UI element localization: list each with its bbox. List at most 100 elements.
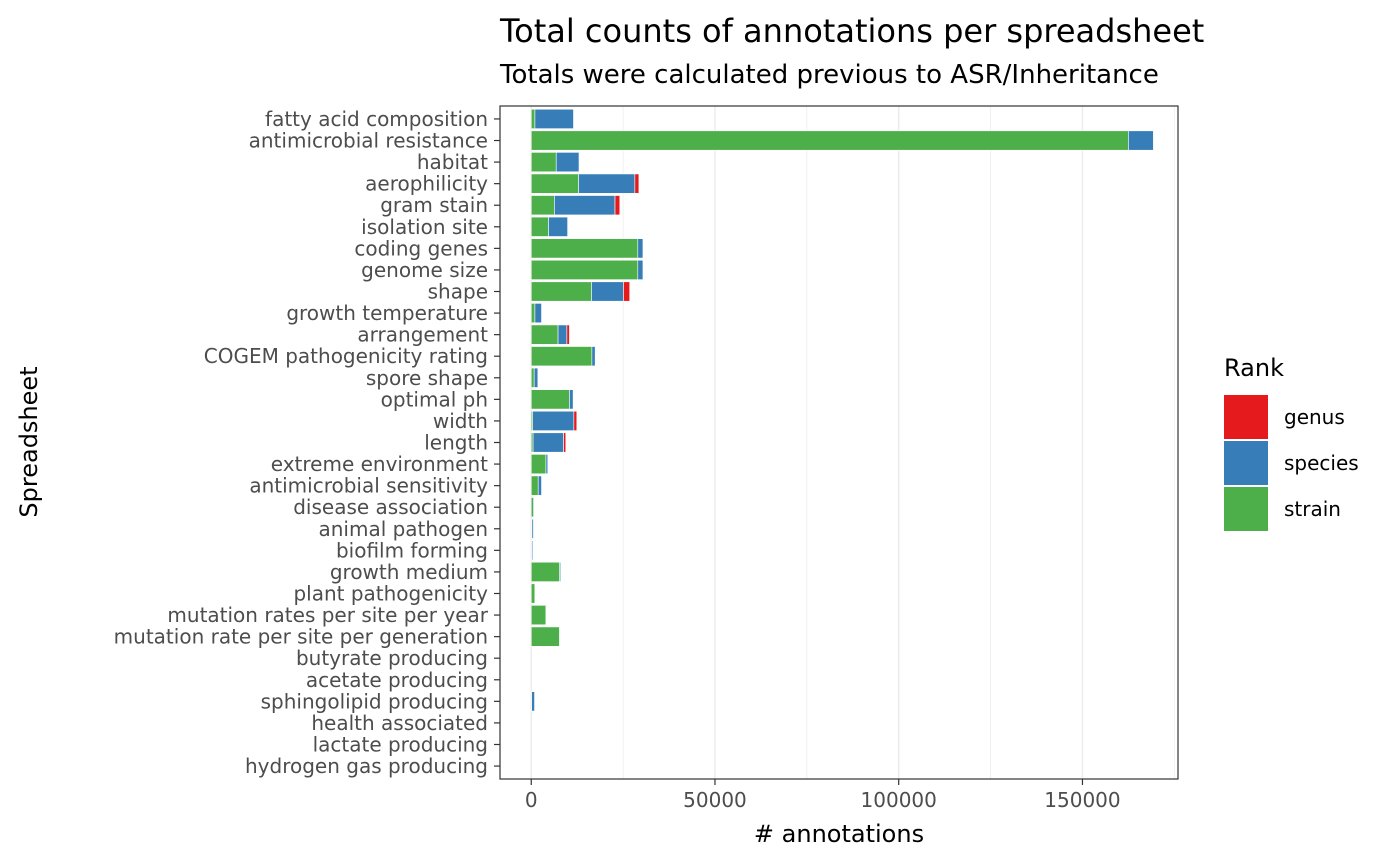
- bar-strain: [530, 605, 547, 626]
- y-tick-label: width: [433, 409, 488, 433]
- legend: Rank genus species strain: [1224, 354, 1359, 531]
- y-tick-label: isolation site: [361, 215, 488, 239]
- chart-subtitle: Totals were calculated previous to ASR/I…: [499, 60, 1159, 90]
- legend-label-genus: genus: [1284, 405, 1345, 429]
- bar-species: [545, 454, 549, 475]
- y-tick-label: biofilm forming: [336, 538, 488, 562]
- bar-species: [531, 518, 534, 539]
- bar-strain: [530, 389, 570, 410]
- y-tick-label: extreme environment: [271, 452, 488, 476]
- bar-species: [559, 561, 561, 582]
- y-tick-label: optimal ph: [381, 387, 488, 411]
- bars: [530, 108, 1154, 712]
- bar-strain: [530, 626, 560, 647]
- x-tick-label: 0: [525, 788, 538, 812]
- bar-strain: [530, 130, 1129, 151]
- y-tick-label: antimicrobial sensitivity: [249, 474, 488, 498]
- bar-species: [545, 605, 547, 626]
- y-tick-label: lactate producing: [313, 732, 488, 756]
- bar-species: [548, 216, 568, 237]
- bar-strain: [530, 454, 547, 475]
- bar-strain: [530, 152, 557, 173]
- bar-strain: [530, 324, 559, 345]
- y-tick-label: butyrate producing: [296, 646, 488, 670]
- y-tick-label: gram stain: [380, 193, 488, 217]
- y-tick-label: acetate producing: [306, 668, 488, 692]
- bar-genus: [566, 324, 570, 345]
- y-axis-title: Spreadsheet: [15, 366, 43, 517]
- bar-strain: [530, 367, 535, 388]
- bar-species: [557, 324, 568, 345]
- legend-key-species: [1224, 441, 1268, 485]
- bar-species: [559, 626, 561, 647]
- y-tick-label: mutation rates per site per year: [167, 603, 488, 627]
- bar-strain: [530, 303, 536, 324]
- legend-key-genus: [1224, 395, 1268, 439]
- bar-species: [637, 238, 644, 259]
- bar-genus: [623, 281, 631, 302]
- y-tick-label: coding genes: [354, 236, 488, 260]
- bar-species: [1128, 130, 1154, 151]
- bar-strain: [530, 216, 549, 237]
- bar-species: [533, 497, 535, 518]
- bar-species: [569, 389, 574, 410]
- legend-label-species: species: [1284, 451, 1359, 475]
- bar-species: [533, 367, 539, 388]
- bar-species: [537, 475, 542, 496]
- bar-strain: [530, 561, 560, 582]
- y-tick-label: mutation rate per site per generation: [114, 625, 488, 649]
- y-tick-label: arrangement: [357, 323, 488, 347]
- bar-species: [534, 303, 542, 324]
- plot-background: [500, 106, 1178, 779]
- bar-genus: [573, 410, 578, 431]
- y-tick-label: growth medium: [330, 560, 488, 584]
- y-tick-label: antimicrobial resistance: [249, 129, 488, 153]
- plot-area: [500, 106, 1178, 779]
- y-tick-label: genome size: [361, 258, 488, 282]
- bar-strain: [530, 259, 639, 280]
- bar-species: [591, 346, 596, 367]
- y-tick-label: shape: [428, 280, 488, 304]
- y-tick-label: disease association: [293, 495, 488, 519]
- x-tick-label: 100000: [861, 788, 937, 812]
- bar-species: [555, 152, 580, 173]
- y-tick-label: animal pathogen: [318, 517, 488, 541]
- y-tick-label: sphingolipid producing: [261, 689, 488, 713]
- y-tick-label: aerophilicity: [365, 172, 488, 196]
- bar-species: [554, 195, 616, 216]
- bar-species: [578, 173, 636, 194]
- legend-key-strain: [1224, 487, 1268, 531]
- bar-strain: [530, 173, 579, 194]
- y-tick-label: habitat: [417, 150, 488, 174]
- bar-genus: [634, 173, 640, 194]
- x-tick-label: 150000: [1044, 788, 1120, 812]
- bar-strain: [530, 346, 593, 367]
- bar-strain: [530, 475, 539, 496]
- y-tick-label: fatty acid composition: [265, 107, 488, 131]
- bar-species: [534, 583, 536, 604]
- y-tick-label: plant pathogenicity: [293, 581, 488, 605]
- y-tick-label: health associated: [311, 711, 488, 735]
- bar-strain: [530, 108, 536, 129]
- bar-genus: [614, 195, 621, 216]
- y-tick-label: hydrogen gas producing: [245, 754, 488, 778]
- y-tick-label: length: [424, 431, 488, 455]
- bar-strain: [530, 238, 639, 259]
- bar-strain: [530, 583, 536, 604]
- bar-strain: [530, 195, 555, 216]
- y-tick-label: COGEM pathogenicity rating: [204, 344, 488, 368]
- legend-label-strain: strain: [1284, 497, 1341, 521]
- bar-species: [532, 432, 564, 453]
- bar-species: [534, 108, 574, 129]
- bar-strain: [530, 497, 534, 518]
- bar-strain: [530, 281, 592, 302]
- x-tick-label: 50000: [683, 788, 747, 812]
- bar-species: [531, 691, 535, 712]
- y-tick-label: spore shape: [366, 366, 488, 390]
- x-axis-ticks: 0 50000 100000 150000: [525, 779, 1121, 812]
- bar-species: [532, 410, 575, 431]
- legend-title: Rank: [1224, 354, 1284, 382]
- bar-species: [637, 259, 644, 280]
